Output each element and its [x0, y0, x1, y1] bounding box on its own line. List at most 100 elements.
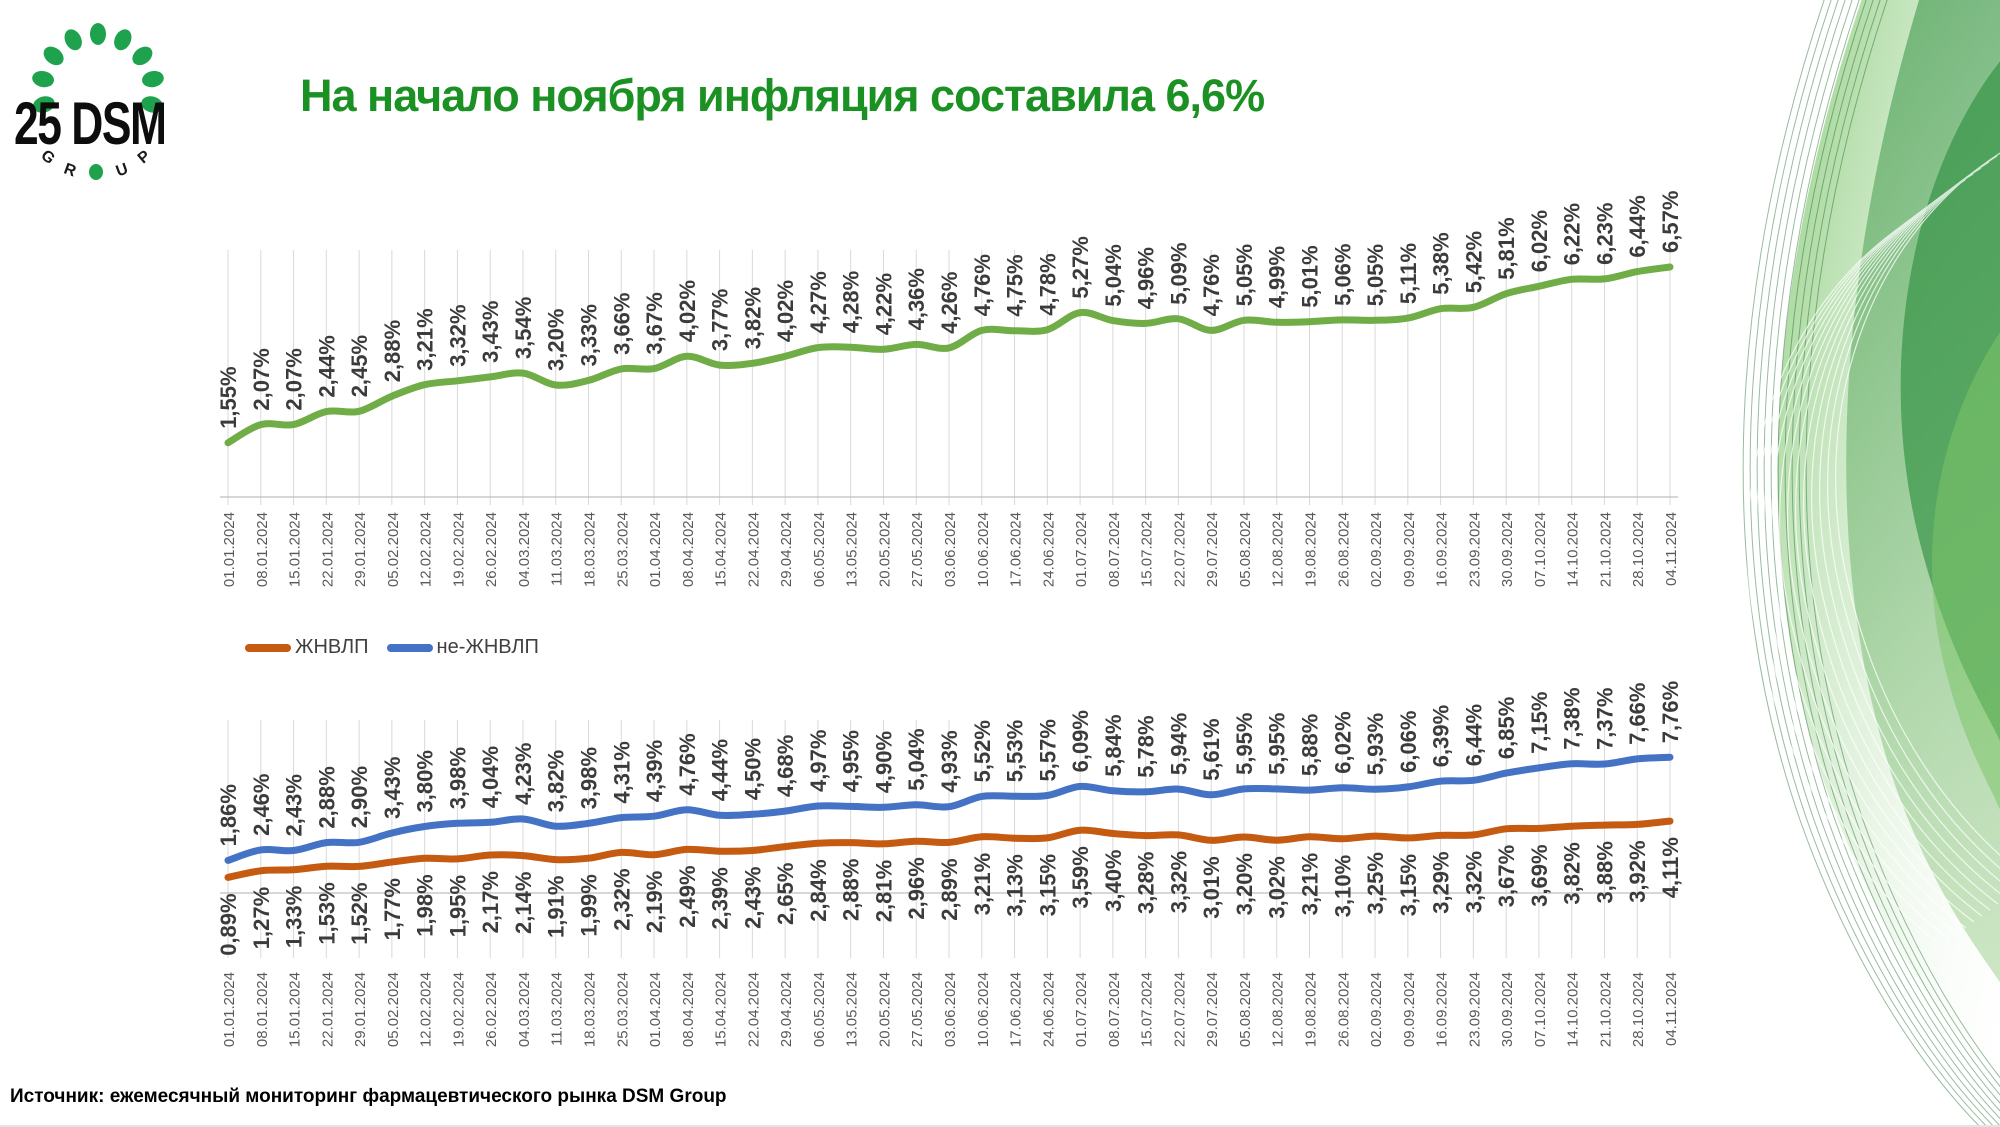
value-label: 4,44%	[708, 739, 733, 801]
value-label: 6,44%	[1461, 704, 1486, 766]
date-label: 09.09.2024	[1401, 972, 1418, 1047]
value-label: 3,67%	[1494, 845, 1519, 907]
value-label: 5,09%	[1166, 242, 1191, 304]
date-label: 17.06.2024	[1008, 972, 1025, 1047]
value-label: 4,28%	[839, 271, 864, 333]
value-label: 6,22%	[1560, 203, 1585, 265]
value-label: 5,88%	[1298, 714, 1323, 776]
value-label: 3,82%	[544, 750, 569, 812]
value-label: 5,38%	[1429, 232, 1454, 294]
value-label: 2,44%	[314, 335, 339, 397]
value-label: 3,20%	[1232, 853, 1257, 915]
date-label: 15.04.2024	[713, 972, 730, 1047]
value-label: 2,65%	[773, 863, 798, 925]
date-label: 29.04.2024	[778, 972, 795, 1047]
value-label: 4,22%	[872, 273, 897, 335]
value-label: 7,66%	[1625, 683, 1650, 745]
date-label: 19.08.2024	[1303, 972, 1320, 1047]
legend-label-zhnvlp: ЖНВЛП	[295, 636, 369, 658]
logo-text: 25 DSM	[14, 91, 165, 158]
value-label: 3,20%	[544, 309, 569, 371]
date-label: 11.03.2024	[549, 972, 566, 1046]
value-label: 5,06%	[1330, 244, 1355, 306]
value-label: 3,01%	[1199, 856, 1224, 918]
date-label: 05.08.2024	[1237, 972, 1254, 1047]
date-label: 29.07.2024	[1204, 512, 1221, 587]
value-label: 6,23%	[1593, 203, 1618, 265]
total-line	[224, 263, 1674, 447]
date-label: 23.09.2024	[1466, 512, 1483, 587]
date-label: 27.05.2024	[909, 972, 926, 1047]
legend-swatch-ne-zhnvlp	[386, 643, 433, 652]
value-label: 1,77%	[380, 878, 405, 940]
date-label: 26.08.2024	[1335, 972, 1352, 1047]
date-label: 03.06.2024	[942, 972, 959, 1047]
date-label: 05.02.2024	[385, 512, 402, 587]
date-label: 08.01.2024	[254, 512, 271, 587]
logo-letter-u: U	[114, 161, 131, 181]
value-label: 4,31%	[609, 741, 634, 803]
value-label: 5,81%	[1494, 217, 1519, 279]
value-label: 2,84%	[806, 859, 831, 921]
date-label: 01.01.2024	[221, 972, 238, 1047]
value-label: 0,89%	[216, 893, 241, 955]
date-label: 17.06.2024	[1008, 512, 1025, 587]
date-label: 14.10.2024	[1565, 972, 1582, 1047]
date-label: 25.03.2024	[614, 972, 631, 1047]
source-note: Источник: ежемесячный мониторинг фармаце…	[10, 1086, 727, 1107]
value-label: 3,32%	[1461, 851, 1486, 913]
value-label: 1,99%	[577, 874, 602, 936]
value-label: 3,15%	[1396, 854, 1421, 916]
value-label: 2,88%	[314, 766, 339, 828]
value-label: 1,98%	[413, 874, 438, 936]
date-label: 28.10.2024	[1630, 972, 1647, 1047]
legend-label-ne-zhnvlp: не-ЖНВЛП	[436, 636, 539, 658]
date-label: 21.10.2024	[1598, 972, 1615, 1047]
date-label: 22.04.2024	[745, 972, 762, 1047]
date-label: 12.08.2024	[1270, 972, 1287, 1047]
date-label: 28.10.2024	[1630, 512, 1647, 587]
value-label: 3,10%	[1330, 855, 1355, 917]
value-label: 1,27%	[249, 887, 274, 949]
date-label: 04.11.2024	[1663, 972, 1680, 1046]
value-label: 6,09%	[1068, 710, 1093, 772]
date-label: 10.06.2024	[975, 972, 992, 1047]
value-label: 6,02%	[1330, 711, 1355, 773]
non-zhnvlp-line	[224, 753, 1674, 864]
date-label: 15.04.2024	[713, 512, 730, 587]
date-label: 07.10.2024	[1532, 972, 1549, 1047]
date-label: 10.06.2024	[975, 512, 992, 587]
value-label: 4,97%	[806, 730, 831, 792]
date-label: 14.10.2024	[1565, 512, 1582, 587]
value-label: 6,39%	[1429, 705, 1454, 767]
date-label: 29.01.2024	[352, 512, 369, 587]
value-label: 3,98%	[445, 747, 470, 809]
value-label: 2,43%	[282, 774, 307, 836]
value-label: 3,82%	[1560, 842, 1585, 904]
value-label: 3,21%	[1298, 853, 1323, 915]
value-label: 3,67%	[642, 292, 667, 354]
logo-letter-r: R	[61, 161, 78, 181]
value-label: 4,75%	[1003, 254, 1028, 316]
date-label: 02.09.2024	[1368, 512, 1385, 587]
value-label: 5,42%	[1461, 231, 1486, 293]
value-label: 2,17%	[478, 871, 503, 933]
value-label: 3,80%	[413, 750, 438, 812]
value-label: 4,27%	[806, 271, 831, 333]
date-label: 20.05.2024	[877, 512, 894, 587]
value-label: 4,76%	[1199, 254, 1224, 316]
value-label: 3,54%	[511, 297, 536, 359]
value-label: 5,52%	[970, 720, 995, 782]
value-label: 5,95%	[1265, 713, 1290, 775]
zhnvlp-line	[224, 817, 1674, 881]
value-label: 5,78%	[1134, 715, 1159, 777]
date-label: 15.07.2024	[1139, 512, 1156, 587]
value-label: 5,04%	[904, 728, 929, 790]
value-label: 1,53%	[314, 882, 339, 944]
value-label: 7,15%	[1527, 692, 1552, 754]
date-label: 30.09.2024	[1499, 512, 1516, 587]
date-label: 19.02.2024	[450, 972, 467, 1047]
date-label: 11.03.2024	[549, 512, 566, 586]
date-label: 30.09.2024	[1499, 972, 1516, 1047]
value-label: 4,02%	[675, 280, 700, 342]
